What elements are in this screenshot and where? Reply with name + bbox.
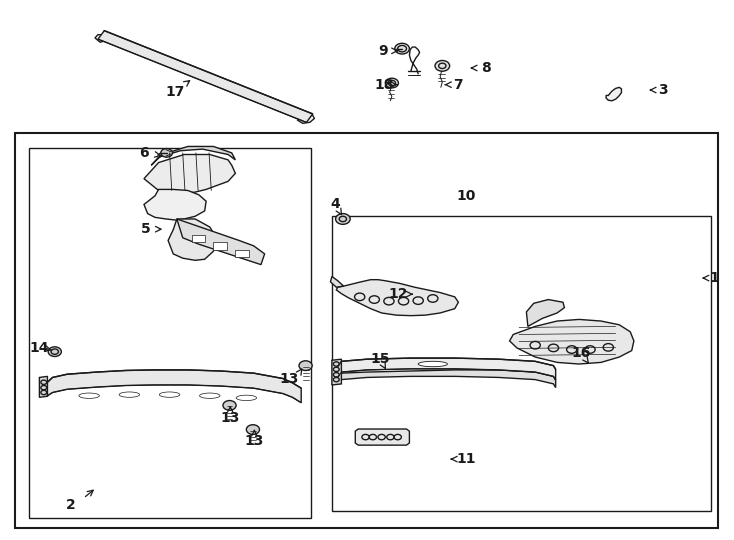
Circle shape [385,78,399,88]
Polygon shape [144,154,236,193]
Bar [236,249,249,257]
Circle shape [395,43,410,54]
Text: 18: 18 [375,78,394,92]
Text: 1: 1 [710,271,719,285]
Ellipse shape [159,392,180,397]
Text: 15: 15 [371,352,390,366]
Polygon shape [40,376,48,397]
Polygon shape [151,146,236,165]
Text: 13: 13 [244,434,264,448]
Circle shape [335,214,350,224]
Text: 17: 17 [165,85,184,99]
Polygon shape [526,300,564,326]
Polygon shape [47,370,301,403]
Bar [15,133,718,528]
Ellipse shape [418,361,448,367]
Polygon shape [168,219,217,260]
Ellipse shape [236,395,257,401]
Bar [29,147,310,518]
Circle shape [247,425,260,434]
Text: 4: 4 [331,198,341,212]
Polygon shape [338,358,556,380]
Polygon shape [95,35,109,42]
Ellipse shape [79,393,99,399]
Text: 16: 16 [572,346,591,360]
Ellipse shape [200,393,220,399]
Text: 3: 3 [658,83,668,97]
Circle shape [223,401,236,410]
Text: 12: 12 [389,287,408,301]
Circle shape [435,60,450,71]
Bar [214,242,227,249]
Polygon shape [355,429,410,445]
Polygon shape [338,370,556,388]
Ellipse shape [119,392,139,397]
Bar [192,234,205,242]
Polygon shape [336,280,459,316]
Text: 9: 9 [378,44,388,58]
Text: 10: 10 [456,190,476,204]
Circle shape [299,361,312,370]
Polygon shape [297,113,314,123]
Polygon shape [177,219,265,265]
Circle shape [161,148,172,157]
Text: 13: 13 [221,411,240,425]
Text: 7: 7 [454,78,463,92]
Polygon shape [332,359,341,385]
Text: 11: 11 [457,452,476,466]
Circle shape [48,347,62,356]
Polygon shape [330,276,344,287]
Polygon shape [98,31,313,123]
Polygon shape [509,320,634,364]
Bar [332,217,711,511]
Polygon shape [144,190,206,220]
Text: 5: 5 [142,222,151,236]
Polygon shape [606,87,622,101]
Text: 6: 6 [139,146,149,160]
Text: 8: 8 [482,61,491,75]
Text: 14: 14 [29,341,49,355]
Text: 13: 13 [280,372,299,386]
Text: 2: 2 [66,498,76,512]
